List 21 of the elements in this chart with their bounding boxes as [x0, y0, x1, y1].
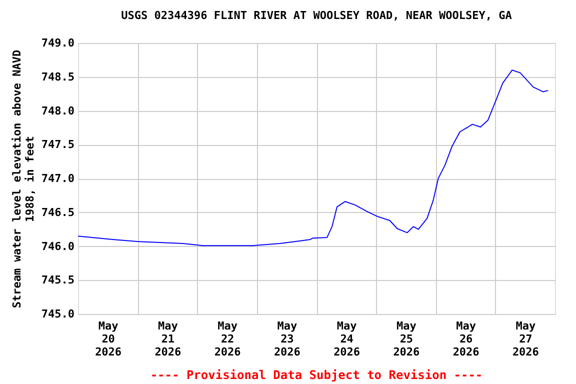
y-tick-label: 745.0 [41, 308, 74, 320]
y-tick-label: 748.5 [41, 70, 74, 84]
y-tick-label: 747.0 [41, 172, 74, 185]
y-axis-title: Stream water level elevation above NAVD 1988, in feet [10, 49, 36, 308]
y-tick-label: 746.0 [41, 240, 74, 253]
y-tick-label: 745.5 [41, 274, 74, 287]
x-tick-label: May 27 2026 [512, 320, 540, 358]
x-tick-label: May 25 2026 [393, 320, 420, 358]
y-tick-label: 748.0 [41, 104, 74, 118]
x-tick-label: May 22 2026 [214, 320, 242, 358]
y-tick-label: 749.0 [41, 36, 74, 50]
y-tick-label: 747.5 [41, 138, 74, 152]
x-tick-label: May 24 2026 [334, 320, 360, 358]
x-tick-label: May 20 2026 [95, 320, 122, 358]
text: ---- Provisional Data Subject to Revision ---- [150, 368, 483, 382]
x-tick-label: May 26 2026 [452, 320, 480, 358]
x-tick-label: May 21 2026 [154, 320, 182, 358]
chart-title: USGS 02344396 FLINT RIVER AT WOOLSEY ROAD, NEAR WOOLSEY, GA [121, 9, 512, 22]
y-tick-label: 746.5 [41, 206, 74, 219]
x-tick-label: May 23 2026 [274, 320, 301, 358]
line-series [78, 70, 549, 246]
